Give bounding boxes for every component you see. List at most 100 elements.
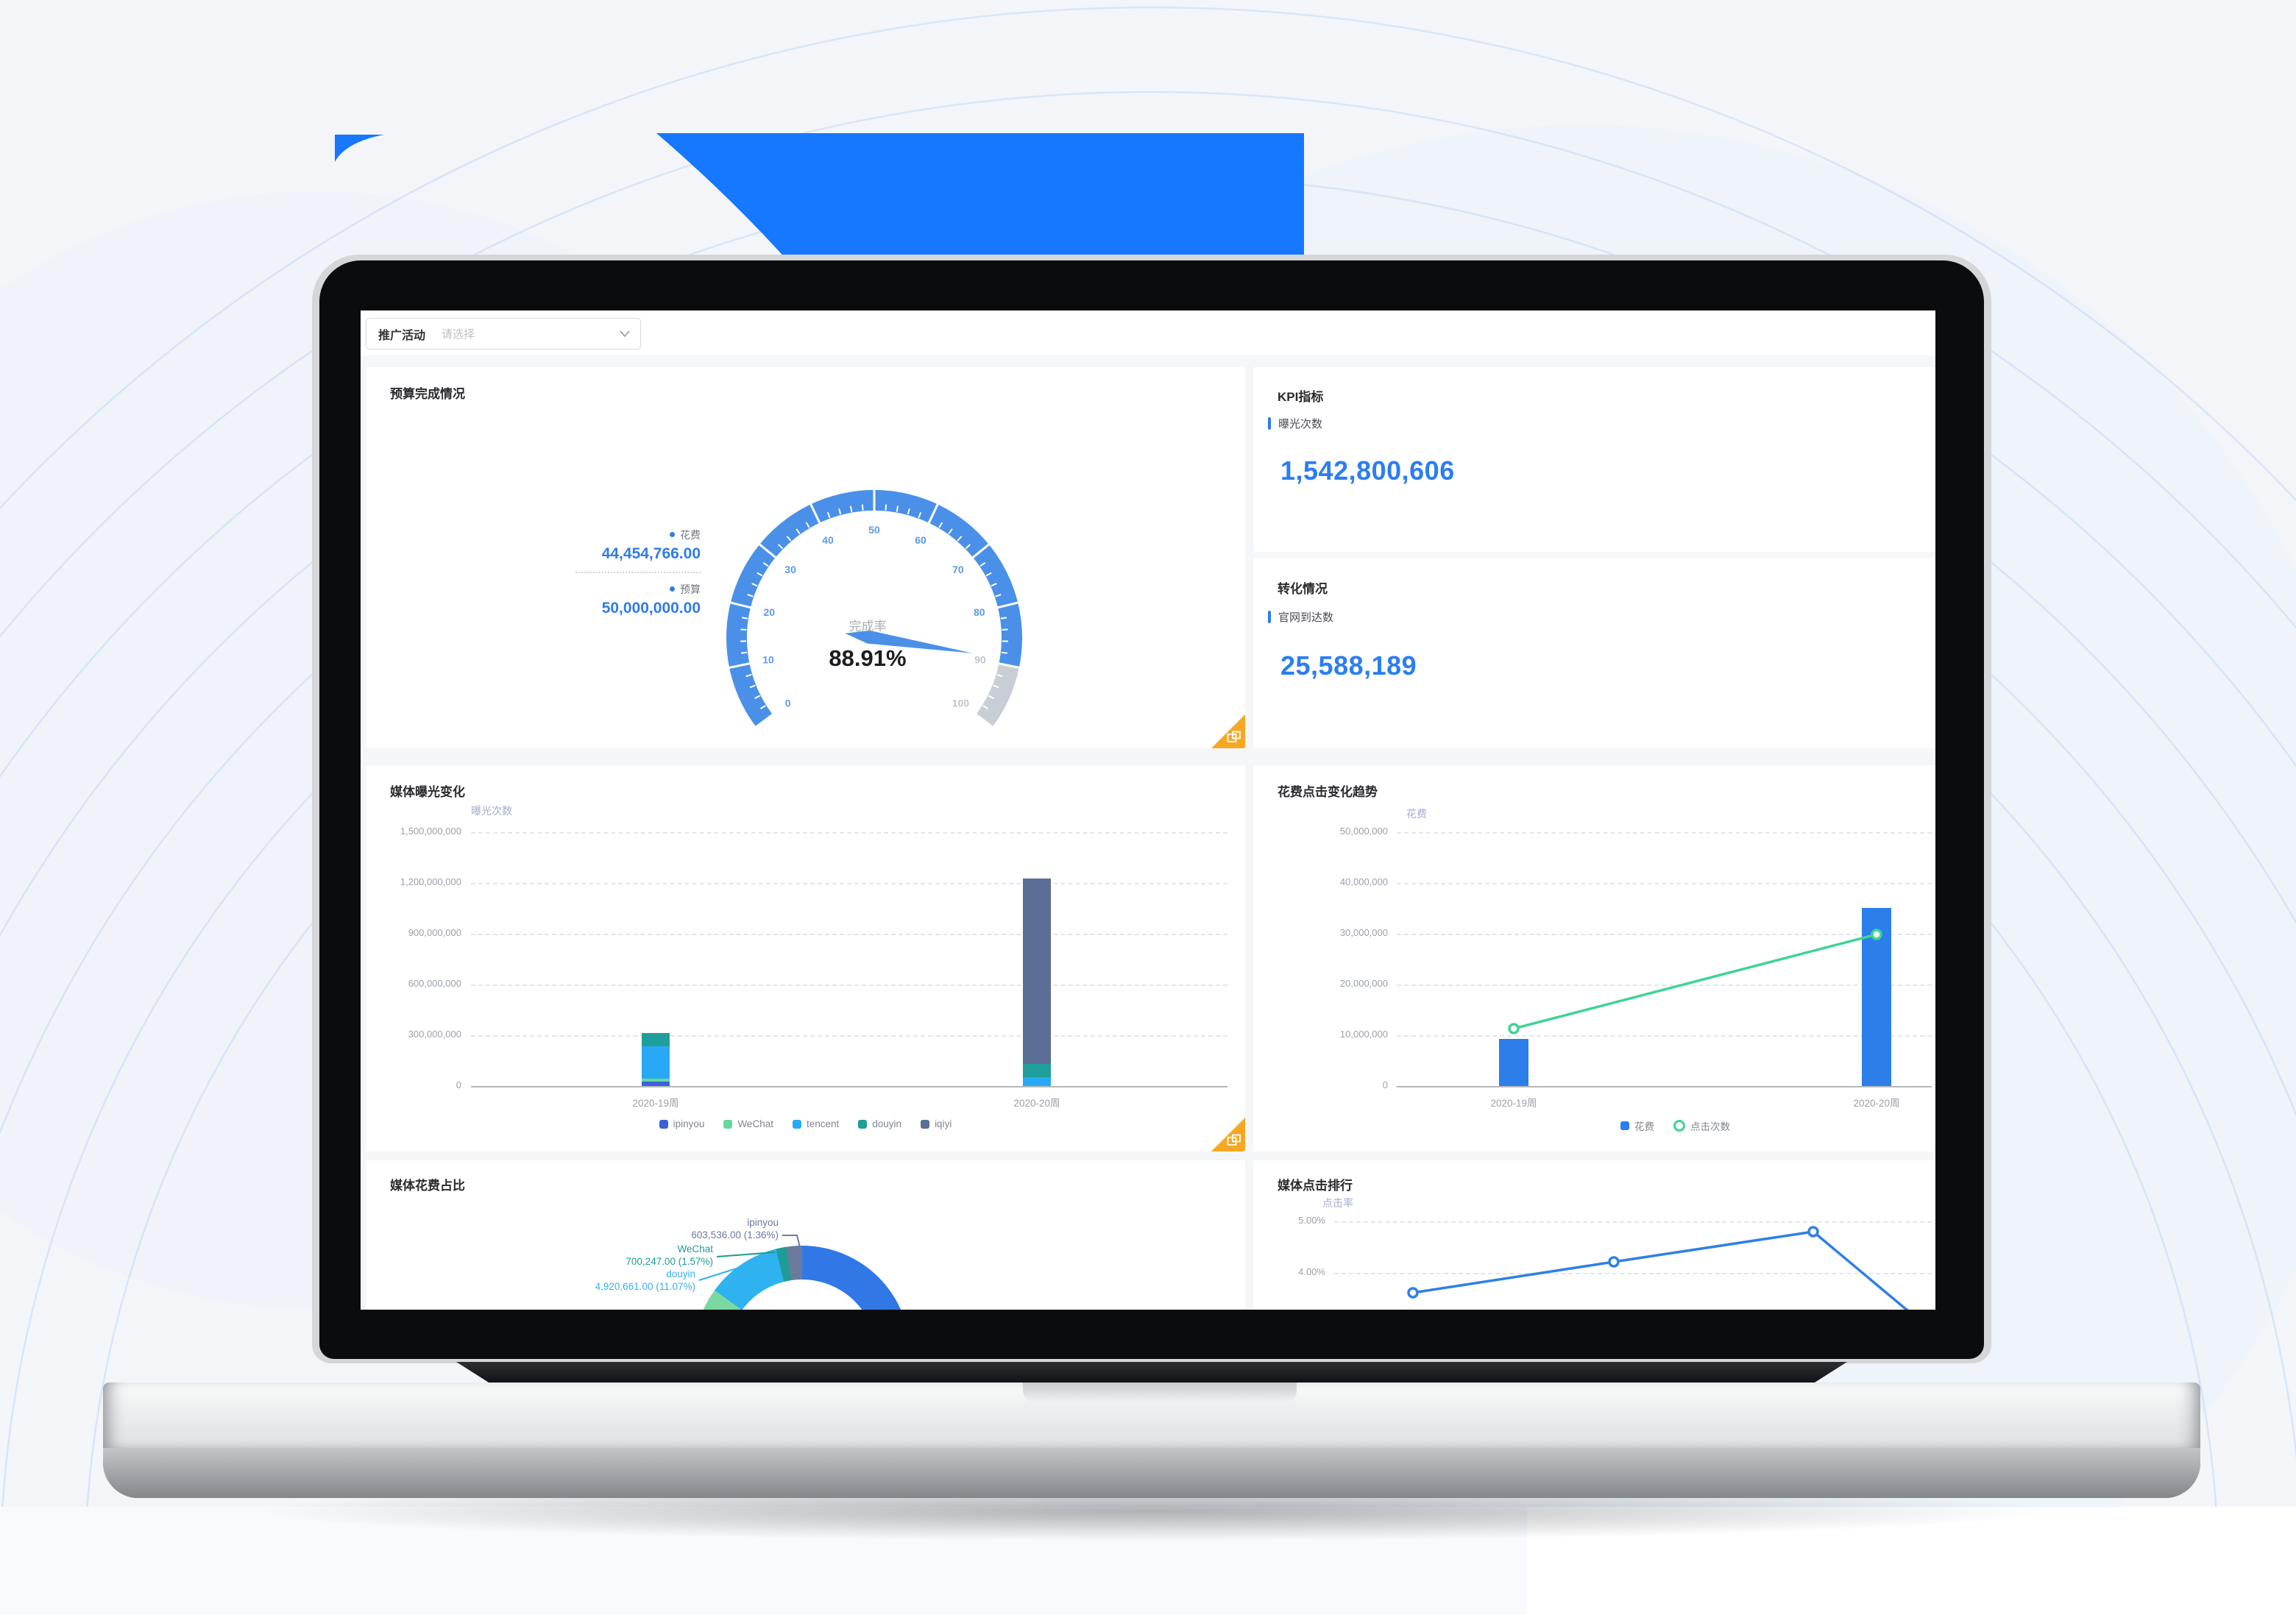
x-axis [471,1086,1227,1087]
metric-tick-icon [1268,417,1271,430]
legend-item-douyin[interactable]: douyin [858,1118,901,1129]
gridline [1397,883,1932,884]
y-tick: 0 [1382,1079,1388,1090]
svg-text:90: 90 [974,654,986,666]
panel-media-spend-share: 媒体花费占比 ipinyou 603,536.00 (1.36%) WeChat 7… [366,1160,1245,1310]
spend-legend: 花费 [583,528,701,542]
y-tick: 1,500,000,000 [400,826,461,837]
decor-blue-triangle [335,135,384,162]
legend-item-clicks[interactable]: 点击次数 [1673,1118,1730,1133]
y-axis-name: 花费 [1406,808,1427,820]
x-tick: 2020-20周 [1013,1098,1060,1109]
laptop-lid-notch [1023,1382,1297,1402]
brand-flag-icon [1227,731,1241,742]
metric-tick-icon [1268,611,1271,623]
campaign-select-label: 推广活动 [378,329,426,342]
legend-item-tencent[interactable]: tencent [792,1118,839,1129]
conversion-value: 25,588,189 [1280,650,1417,681]
chevron-down-icon [620,330,630,337]
donut-label-ipinyou: ipinyou 603,536.00 (1.36%) [691,1217,779,1240]
x-tick: 2020-19周 [1490,1098,1537,1109]
budget-value: 50,000,000.00 [601,600,701,617]
divider [575,572,701,573]
bar-ipinyou-w19 [642,1082,670,1086]
swatch-icon [921,1119,930,1129]
y-tick: 600,000,000 [408,978,461,989]
y-tick: 20,000,000 [1339,978,1388,989]
panel-conversion: 转化情况 官网到达数 25,588,189 [1253,558,1935,748]
y-axis-name: 曝光次数 [471,805,512,817]
bar-wechat-w19 [642,1079,670,1082]
bar-douyin-w19 [642,1033,670,1046]
svg-text:50: 50 [868,524,880,536]
bar-tencent-w20 [1023,1077,1051,1086]
panel-title: 媒体曝光变化 [390,785,465,799]
campaign-select[interactable]: 推广活动 请选择 [366,318,641,349]
y-tick: 10,000,000 [1339,1029,1388,1040]
metric-label: 官网到达数 [1278,611,1334,624]
panel-title: 媒体花费占比 [390,1179,465,1193]
brand-flag-icon [1227,1134,1241,1146]
x-tick: 2020-20周 [1853,1098,1900,1109]
dashboard-screen: 推广活动 请选择 预算完成情况 花费 44,454,766.00 预算 50,0… [361,310,1935,1310]
panel-title: KPI指标 [1278,390,1324,404]
panel-title: 花费点击变化趋势 [1278,785,1378,799]
gauge-value: 88.91% [829,645,907,671]
svg-text:20: 20 [763,606,775,618]
gridline [1397,1035,1932,1037]
spend-value: 44,454,766.00 [601,545,701,562]
completion-gauge: 0 10 20 30 40 50 60 70 80 90 100 [726,489,1022,728]
y-tick: 5.00% [1298,1215,1325,1226]
conversion-metric: 官网到达数 [1268,609,1333,625]
bar-spend-w19 [1499,1039,1528,1086]
exposure-legend: ipinyou WeChat tencent douyin iqiyi [366,1118,1245,1129]
legend-dot-icon [670,532,675,537]
panel-budget-completion: 预算完成情况 花费 44,454,766.00 预算 50,000,000.00… [366,367,1245,748]
svg-text:30: 30 [784,564,796,575]
budget-stats: 花费 44,454,766.00 预算 50,000,000.00 [575,528,701,617]
panel-title: 预算完成情况 [390,387,465,401]
svg-text:100: 100 [952,697,970,709]
bar-iqiyi-w20 [1023,879,1051,1064]
x-axis [1397,1086,1932,1087]
svg-text:80: 80 [974,606,985,618]
donut-leader-lines [698,1235,801,1281]
gridline [1397,984,1932,986]
panel-media-click-rank: 媒体点击排行 点击率 5.00% 4.00% [1253,1160,1935,1310]
y-tick: 1,200,000,000 [400,876,461,887]
y-tick: 40,000,000 [1339,876,1388,887]
gridline [471,934,1227,935]
gauge-caption: 完成率 [848,620,887,633]
svg-text:40: 40 [822,534,834,546]
svg-text:10: 10 [762,654,774,666]
svg-text:0: 0 [785,697,791,709]
legend-dot-icon [670,586,675,592]
svg-text:70: 70 [952,564,964,575]
kpi-value: 1,542,800,606 [1280,455,1455,486]
panel-spend-click-trend: 花费点击变化趋势 花费 50,000,000 40,000,000 30,000… [1253,765,1935,1151]
x-tick: 2020-19周 [632,1098,679,1109]
legend-item-wechat[interactable]: WeChat [723,1118,773,1129]
swatch-icon [792,1119,801,1129]
ring-icon [1673,1120,1685,1132]
budget-legend: 预算 [583,582,701,597]
bar-douyin-w20 [1023,1064,1051,1077]
panel-kpi: KPI指标 曝光次数 1,542,800,606 [1253,367,1935,552]
y-tick: 900,000,000 [408,927,461,938]
swatch-icon [723,1119,733,1129]
clicks-line [1508,929,1882,1034]
gridline [1334,1273,1932,1274]
bottom-left-patch [0,1507,1527,1615]
y-tick: 4.00% [1298,1266,1325,1277]
donut-label-wechat: WeChat 700,247.00 (1.57%) [626,1243,713,1267]
legend-item-ipinyou[interactable]: ipinyou [659,1118,704,1129]
legend-item-spend[interactable]: 花费 [1620,1118,1654,1133]
gridline [471,883,1227,884]
donut-label-douyin: douyin 4,920,661.00 (11.07%) [595,1268,695,1292]
click-rate-line [1407,1226,1909,1310]
gridline [471,832,1227,834]
swatch-icon [1620,1121,1629,1130]
legend-item-iqiyi[interactable]: iqiyi [921,1118,952,1129]
spend-click-legend: 花费 点击次数 [1415,1118,1935,1133]
